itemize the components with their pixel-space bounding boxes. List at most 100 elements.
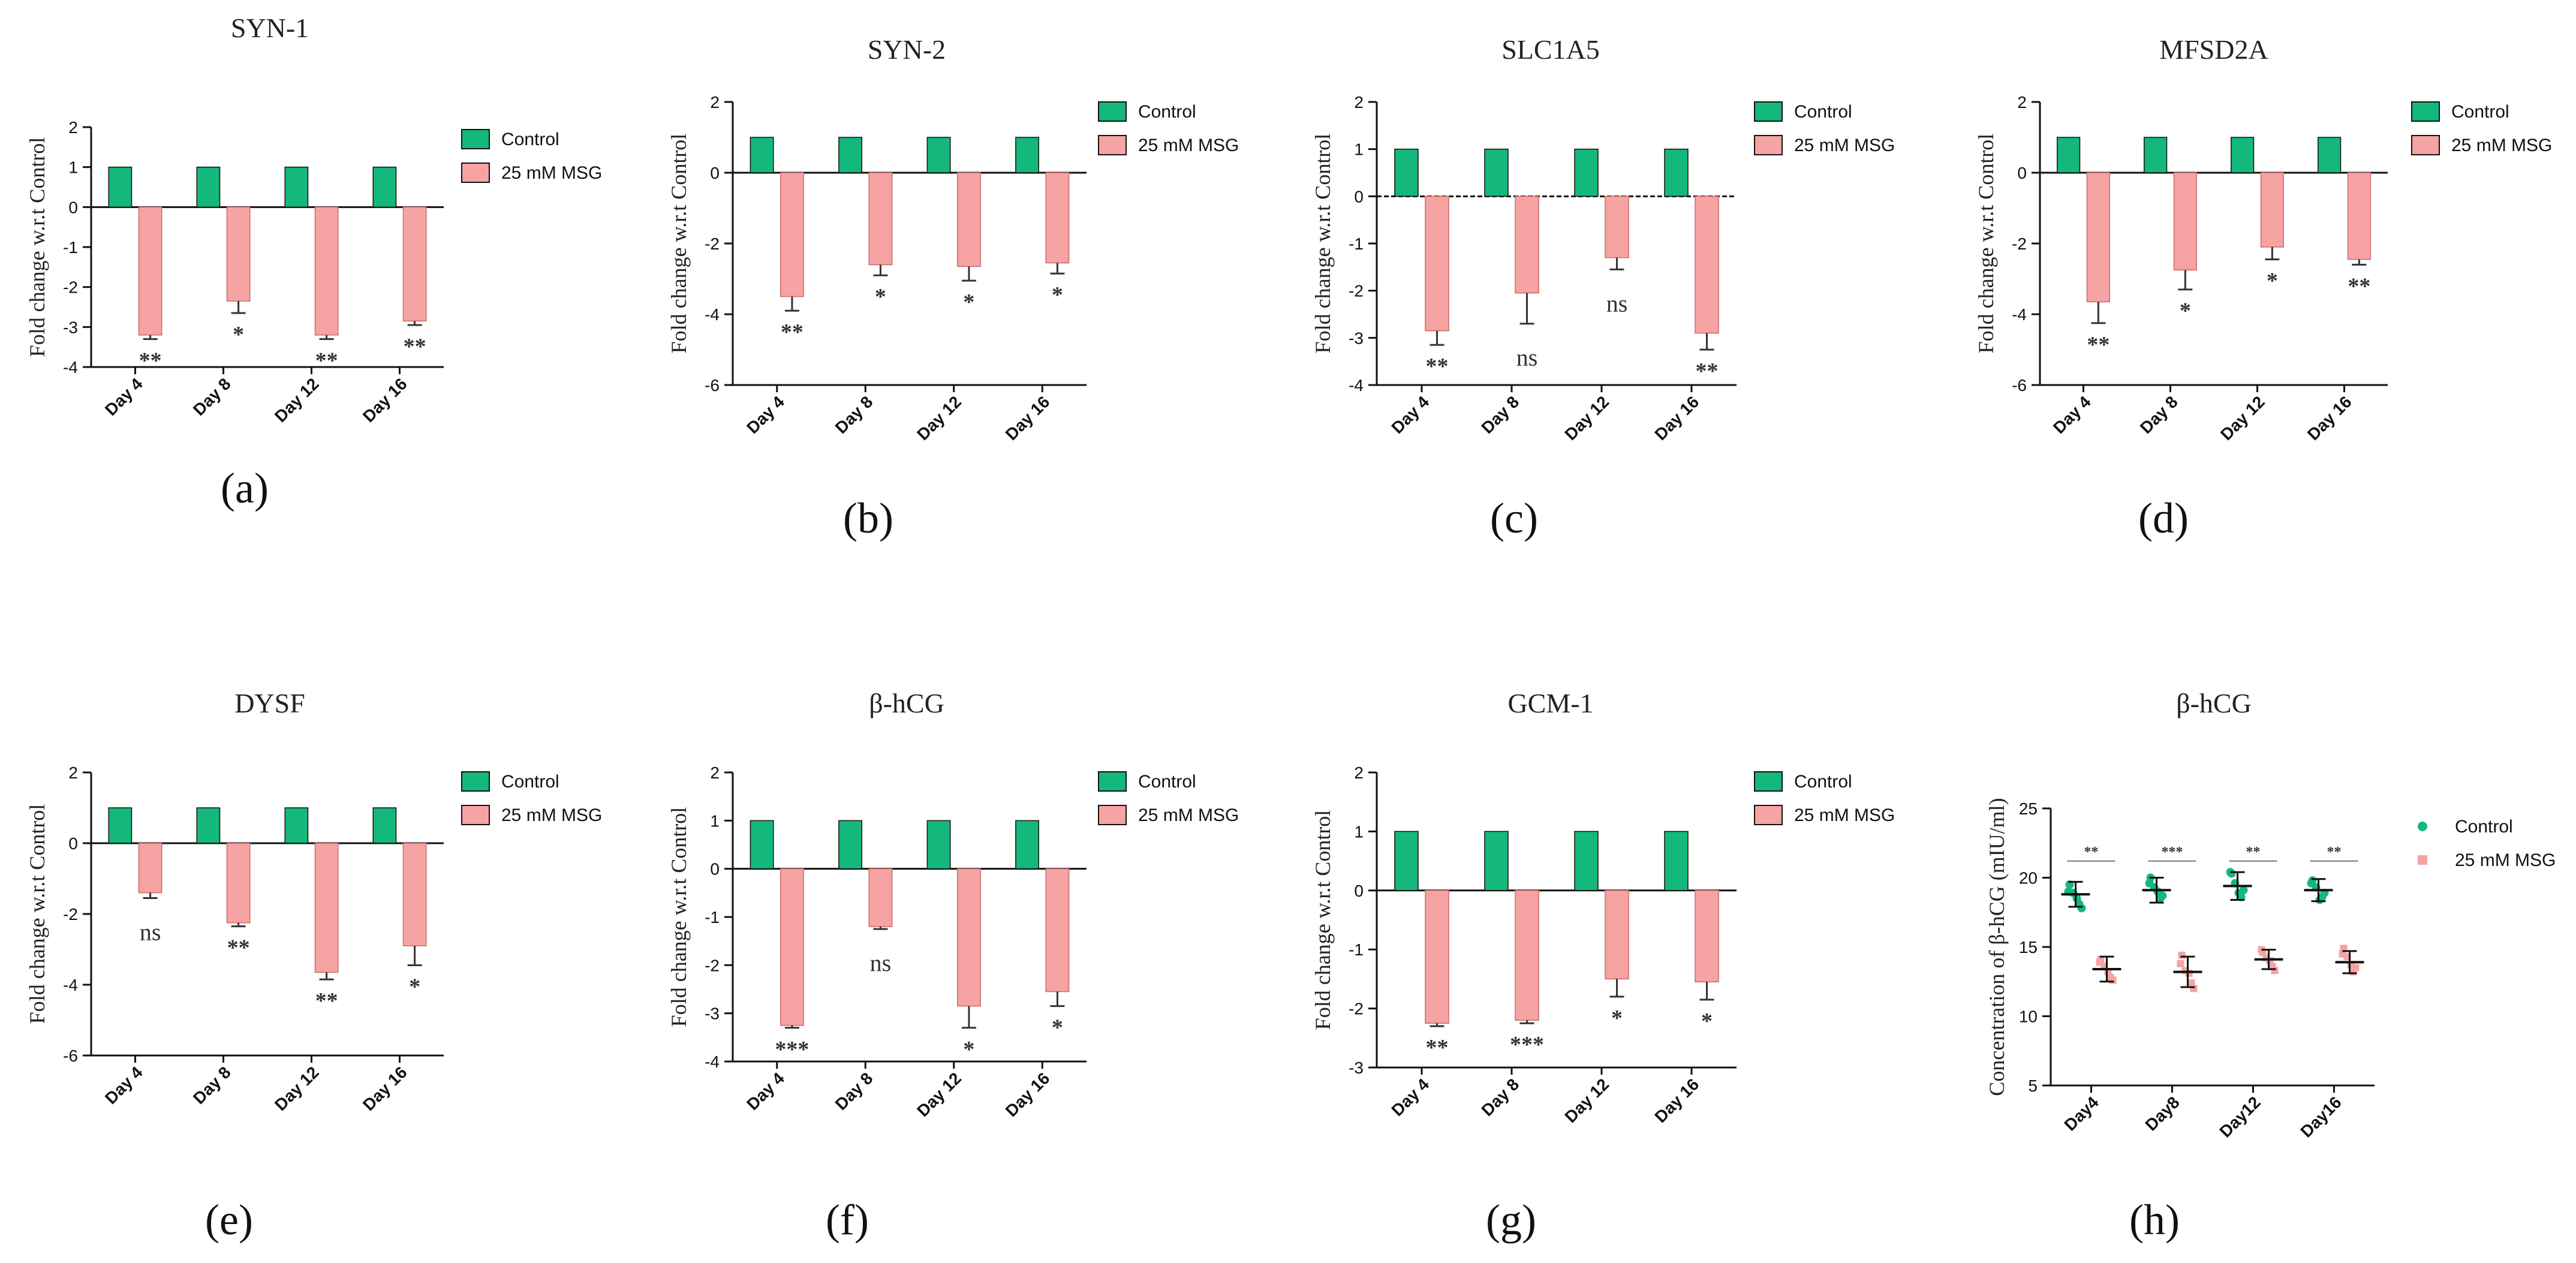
y-axis-label: Fold change w.r.t Control (667, 134, 691, 354)
legend-label: 25 mM MSG (1138, 805, 1239, 825)
data-point-msg (2177, 960, 2184, 967)
legend-swatch-msg (461, 805, 490, 825)
y-tick-label: -3 (705, 1005, 720, 1023)
bar-control (838, 137, 863, 173)
y-tick-label: -4 (63, 976, 78, 994)
significance-label: ** (1426, 354, 1449, 379)
significance-label: * (1701, 1009, 1713, 1034)
significance-label: *** (2162, 844, 2183, 860)
bar-msg (957, 172, 981, 267)
data-point-msg (2096, 958, 2103, 966)
panel-label: (e) (205, 1196, 253, 1244)
significance-label: ** (2246, 844, 2261, 860)
significance-label: ** (2087, 332, 2109, 357)
y-tick-label: -2 (63, 905, 78, 924)
y-tick-label: 2 (710, 763, 720, 782)
y-tick-label: 5 (2028, 1076, 2038, 1095)
y-axis-label: Fold change w.r.t Control (25, 137, 49, 357)
y-tick-label: -6 (63, 1047, 78, 1065)
legend-label: 25 mM MSG (1794, 136, 1895, 155)
bar-control (750, 820, 774, 870)
bar-msg (1605, 890, 1629, 980)
x-tick-label: Day 4 (101, 374, 146, 419)
y-tick-label: -4 (705, 1052, 720, 1071)
data-point-msg (2340, 945, 2348, 952)
y-tick-label: 0 (68, 198, 78, 216)
data-point-control (2234, 888, 2243, 897)
x-tick-label: Day12 (2216, 1093, 2264, 1141)
significance-label: ns (870, 949, 892, 976)
legend-swatch-control (2411, 101, 2440, 122)
significance-label: * (1052, 282, 1063, 308)
y-axis-label: Fold change w.r.t Control (1311, 134, 1335, 354)
y-tick-label: -4 (2012, 305, 2027, 324)
x-tick-label: Day 8 (2136, 392, 2181, 437)
significance-label: ** (1696, 359, 1719, 384)
y-tick-label: 0 (1354, 882, 1364, 900)
bar-msg (1425, 890, 1449, 1024)
bar-msg (2086, 172, 2110, 303)
significance-label: ** (781, 320, 804, 345)
y-tick-label: 2 (1354, 763, 1364, 782)
y-tick-label: 25 (2019, 799, 2038, 818)
x-tick-label: Day 4 (743, 1069, 788, 1114)
y-tick-label: 2 (710, 93, 720, 112)
y-tick-label: 1 (710, 811, 720, 830)
data-point-control (2315, 895, 2324, 904)
chart-title: SYN-2 (868, 34, 946, 65)
bar-msg (226, 843, 251, 924)
chart-panel-4: 2 0 -2 -4 -6 MFSD2A Fold change w.r.t Control (… (1974, 34, 2552, 542)
y-tick-label: 20 (2019, 869, 2038, 888)
bar-control (1574, 148, 1599, 197)
data-point-control (2307, 879, 2316, 888)
y-axis-label: Concentration of β-hCG (mIU/ml) (1985, 798, 2009, 1096)
y-tick-label: -1 (1349, 940, 1364, 959)
bar-control (1394, 148, 1419, 197)
x-tick-label: Day 8 (189, 374, 234, 419)
y-axis-label: Fold change w.r.t Control (25, 804, 49, 1024)
significance-label: ** (404, 334, 426, 359)
y-axis-label: Fold change w.r.t Control (1974, 134, 1998, 354)
significance-label: ** (2348, 273, 2370, 299)
bar-control (1015, 137, 1040, 173)
panel-label: (a) (221, 464, 269, 512)
x-tick-label: Day 8 (1477, 1075, 1522, 1120)
x-tick-label: Day 12 (913, 392, 965, 444)
data-point-control (2072, 894, 2081, 903)
bar-control (1394, 831, 1419, 891)
chart-panel-7: 2 1 0 -1 -2 -3 GCM-1 Fold change w.r.t Control (… (1311, 688, 1895, 1244)
x-tick-label: Day 12 (1561, 1075, 1612, 1126)
legend-swatch-msg (1754, 135, 1783, 155)
data-point-msg (2339, 950, 2346, 958)
legend-swatch-control (1754, 101, 1783, 122)
y-tick-label: -2 (1349, 1000, 1364, 1018)
y-tick-label: -3 (1349, 1058, 1364, 1077)
bar-control (2231, 137, 2255, 173)
x-tick-label: Day8 (2141, 1093, 2183, 1134)
y-tick-label: -1 (63, 238, 78, 257)
bar-msg (780, 172, 804, 297)
chart-title: SYN-1 (231, 13, 309, 43)
x-tick-label: Day 16 (1651, 1075, 1702, 1126)
bar-control (284, 166, 309, 208)
y-tick-label: 2 (68, 763, 78, 782)
y-tick-label: -4 (1349, 376, 1364, 395)
y-tick-label: -2 (705, 234, 720, 253)
bar-control (108, 807, 133, 844)
bar-msg (314, 843, 339, 973)
y-axis-label: Fold change w.r.t Control (667, 807, 691, 1027)
x-tick-label: Day 12 (2217, 392, 2268, 444)
y-tick-label: 1 (1354, 822, 1364, 841)
y-tick-label: -1 (705, 908, 720, 927)
panel-label: (g) (1486, 1196, 1536, 1244)
significance-label: ** (315, 988, 338, 1014)
bar-msg (957, 868, 981, 1007)
chart-title: GCM-1 (1507, 688, 1593, 718)
chart-panel-2: 2 0 -2 -4 -6 SYN-2 Fold change w.r.t Control (b… (667, 34, 1239, 542)
y-tick-label: -6 (2012, 376, 2027, 395)
x-tick-label: Day 16 (359, 374, 411, 426)
x-tick-label: Day 8 (832, 1069, 877, 1114)
y-tick-label: 0 (1354, 187, 1364, 206)
bar-control (108, 166, 133, 208)
legend-label: Control (1138, 772, 1196, 792)
